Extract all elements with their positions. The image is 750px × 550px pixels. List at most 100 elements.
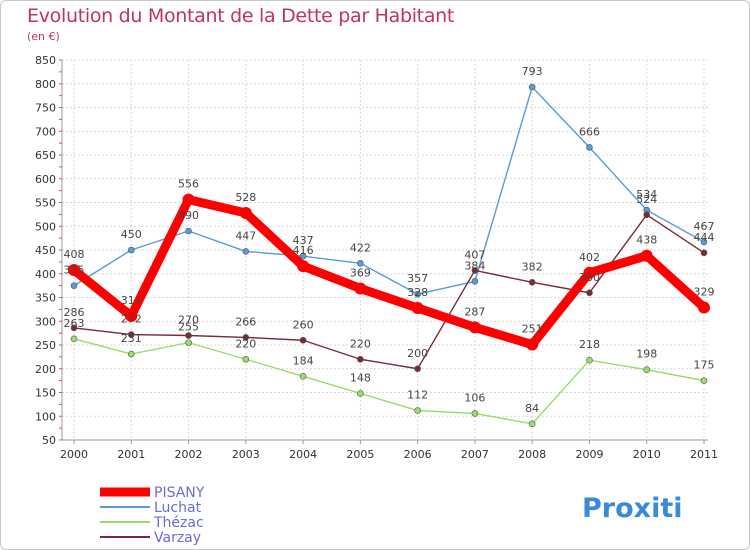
data-point-luchat — [299, 252, 307, 260]
legend-label-thézac: Thézac — [153, 515, 204, 531]
data-label-pisany: 528 — [235, 191, 256, 204]
data-point-thézac — [185, 339, 192, 346]
data-label-pisany: 438 — [636, 234, 657, 247]
data-point-luchat — [471, 278, 479, 285]
data-label-thézac: 175 — [694, 359, 715, 372]
x-tick-label: 2007 — [461, 448, 489, 461]
data-point-thézac — [471, 410, 479, 417]
data-point-pisany — [297, 260, 310, 273]
y-tick-label: 300 — [35, 315, 56, 328]
data-label-varzay: 220 — [350, 337, 371, 350]
x-tick-label: 2002 — [175, 448, 203, 461]
data-label-varzay: 200 — [407, 347, 428, 360]
data-point-luchat — [528, 83, 536, 91]
data-label-luchat: 534 — [636, 188, 657, 201]
data-label-thézac: 184 — [293, 354, 314, 367]
data-point-luchat — [127, 246, 135, 254]
data-point-luchat — [70, 282, 78, 289]
y-tick-label: 150 — [35, 387, 56, 400]
data-label-luchat: 666 — [579, 125, 600, 138]
series-line-varzay — [73, 214, 705, 370]
data-label-pisany: 329 — [694, 285, 715, 298]
x-tick-label: 2008 — [518, 448, 546, 461]
chart-title: Evolution du Montant de la Dette par Hab… — [27, 5, 455, 27]
data-point-varzay — [471, 267, 479, 274]
data-point-varzay — [414, 365, 421, 373]
data-point-varzay — [299, 336, 307, 344]
logo-text: Proxiti — [582, 493, 683, 524]
plot-area — [62, 60, 708, 440]
data-point-thézac — [414, 407, 421, 414]
data-point-pisany — [526, 338, 539, 351]
grid — [62, 59, 708, 441]
data-label-varzay: 444 — [694, 231, 715, 244]
x-tick-label: 2005 — [346, 448, 374, 461]
data-label-luchat: 422 — [350, 241, 371, 254]
data-point-luchat — [357, 259, 364, 267]
data-point-pisany — [698, 301, 710, 314]
data-point-thézac — [700, 377, 708, 384]
data-point-pisany — [354, 282, 367, 295]
data-point-luchat — [414, 290, 421, 298]
series-line-thézac — [73, 338, 705, 425]
y-tick-label: 850 — [35, 54, 56, 67]
y-tick-label: 250 — [35, 339, 56, 352]
series-line-pisany — [69, 195, 709, 350]
y-tick-label: 600 — [35, 173, 56, 186]
y-tick-label: 350 — [35, 292, 56, 305]
x-tick-label: 2000 — [60, 448, 88, 461]
y-tick-label: 50 — [42, 434, 56, 447]
data-label-luchat: 450 — [121, 228, 142, 241]
x-tick-label: 2003 — [232, 448, 260, 461]
data-point-thézac — [643, 366, 651, 374]
data-point-pisany — [239, 206, 252, 219]
x-tick-label: 2004 — [289, 448, 317, 461]
data-point-thézac — [242, 355, 250, 363]
data-point-pisany — [125, 310, 138, 323]
data-point-varzay — [357, 355, 364, 363]
data-point-pisany — [68, 263, 80, 276]
data-label-pisany: 287 — [464, 305, 485, 318]
data-point-thézac — [357, 390, 364, 397]
data-point-pisany — [182, 193, 195, 206]
data-point-thézac — [299, 373, 307, 380]
x-tick-label: 2001 — [117, 448, 145, 461]
legend-label-luchat: Luchat — [154, 500, 202, 516]
data-label-pisany: 251 — [522, 323, 543, 336]
y-tick-label: 200 — [35, 363, 56, 376]
data-label-thézac: 220 — [235, 337, 256, 350]
data-labels: 408 311 556 528 416 369 328 287 251 402 438 329 375 4… — [64, 65, 715, 415]
axes: 50 100 150 200 250 300 350 400 450 500 550 600 650 70… — [35, 54, 718, 461]
data-point-luchat — [185, 227, 192, 235]
data-point-varzay — [700, 249, 708, 257]
data-label-luchat: 447 — [235, 229, 256, 242]
data-label-thézac: 255 — [178, 321, 199, 334]
data-point-luchat — [242, 248, 250, 255]
data-point-pisany — [411, 301, 424, 314]
series-layer — [68, 83, 710, 428]
y-tick-label: 750 — [35, 102, 56, 115]
data-label-thézac: 198 — [636, 348, 657, 361]
data-label-luchat: 793 — [522, 65, 543, 78]
data-label-pisany: 408 — [64, 248, 85, 261]
data-point-thézac — [70, 335, 78, 343]
data-label-luchat: 490 — [178, 209, 199, 222]
x-tick-label: 2010 — [633, 448, 661, 461]
data-label-thézac: 112 — [407, 389, 428, 402]
y-tick-label: 800 — [35, 78, 56, 91]
data-point-pisany — [468, 321, 481, 334]
data-label-varzay: 524 — [636, 193, 657, 206]
data-point-varzay — [643, 211, 651, 219]
data-point-thézac — [528, 420, 536, 428]
x-tick-label: 2011 — [690, 448, 718, 461]
data-label-varzay: 382 — [522, 260, 543, 273]
series-line-luchat — [73, 86, 705, 295]
y-tick-label: 400 — [35, 268, 56, 281]
data-point-varzay — [242, 334, 250, 341]
data-label-thézac: 84 — [525, 402, 539, 415]
legend-label-pisany: PISANY — [154, 485, 205, 501]
data-label-varzay: 360 — [579, 271, 600, 284]
proxiti-logo: Proxiti — [582, 493, 683, 524]
data-label-varzay: 407 — [464, 248, 485, 261]
